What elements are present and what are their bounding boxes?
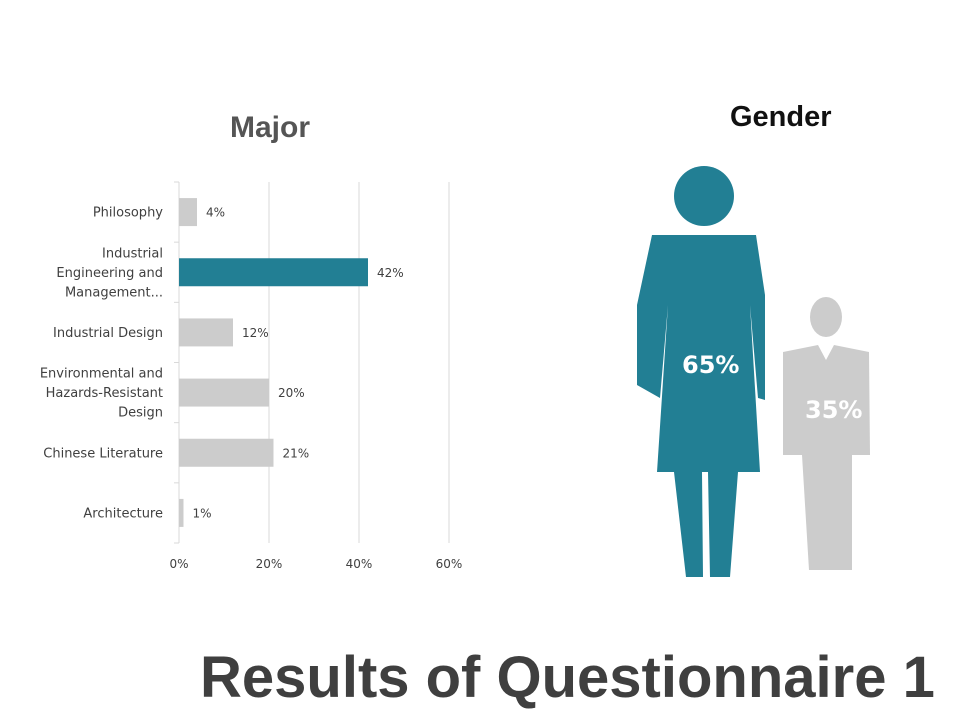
value-label: 1%	[193, 506, 212, 520]
major-bar-chart: Major Philosophy Industrial Engineering an…	[40, 111, 463, 571]
value-label: 12%	[242, 326, 269, 340]
value-label: 42%	[377, 266, 404, 280]
male-head	[810, 297, 842, 337]
female-percentage: 65%	[682, 351, 740, 379]
category-label: Hazards-Resistant	[46, 386, 163, 401]
female-figure	[637, 166, 765, 577]
female-head	[674, 166, 734, 226]
value-label: 21%	[283, 446, 310, 460]
category-label: Chinese Literature	[43, 446, 163, 461]
category-label: Architecture	[83, 506, 163, 521]
category-label: Design	[118, 406, 163, 421]
bar	[179, 318, 233, 347]
male-percentage: 35%	[805, 396, 863, 424]
value-label: 20%	[278, 386, 305, 400]
page-title: Results of Questionnaire 1	[200, 645, 935, 710]
x-tick-label: 0%	[169, 557, 188, 571]
category-label: Industrial	[102, 246, 163, 261]
value-label: 4%	[206, 206, 225, 220]
male-figure	[783, 297, 870, 570]
category-label: Engineering and	[56, 266, 163, 281]
gender-pictograph: Gender 65% 35%	[600, 95, 900, 595]
x-tick-label: 40%	[346, 557, 373, 571]
category-label: Industrial Design	[53, 326, 163, 341]
male-body	[783, 345, 870, 570]
bar	[179, 438, 274, 467]
bar	[179, 378, 269, 407]
category-label: Philosophy	[93, 206, 163, 221]
bar	[179, 258, 368, 287]
category-label: Management...	[65, 285, 163, 300]
female-legs	[674, 472, 738, 577]
bar	[179, 498, 184, 527]
x-tick-label: 60%	[436, 557, 463, 571]
category-label: Environmental and	[40, 367, 163, 382]
gender-chart-title: Gender	[730, 101, 832, 133]
bar	[179, 198, 197, 227]
female-body	[637, 235, 765, 472]
x-tick-label: 20%	[256, 557, 283, 571]
major-chart-title: Major	[230, 111, 310, 144]
